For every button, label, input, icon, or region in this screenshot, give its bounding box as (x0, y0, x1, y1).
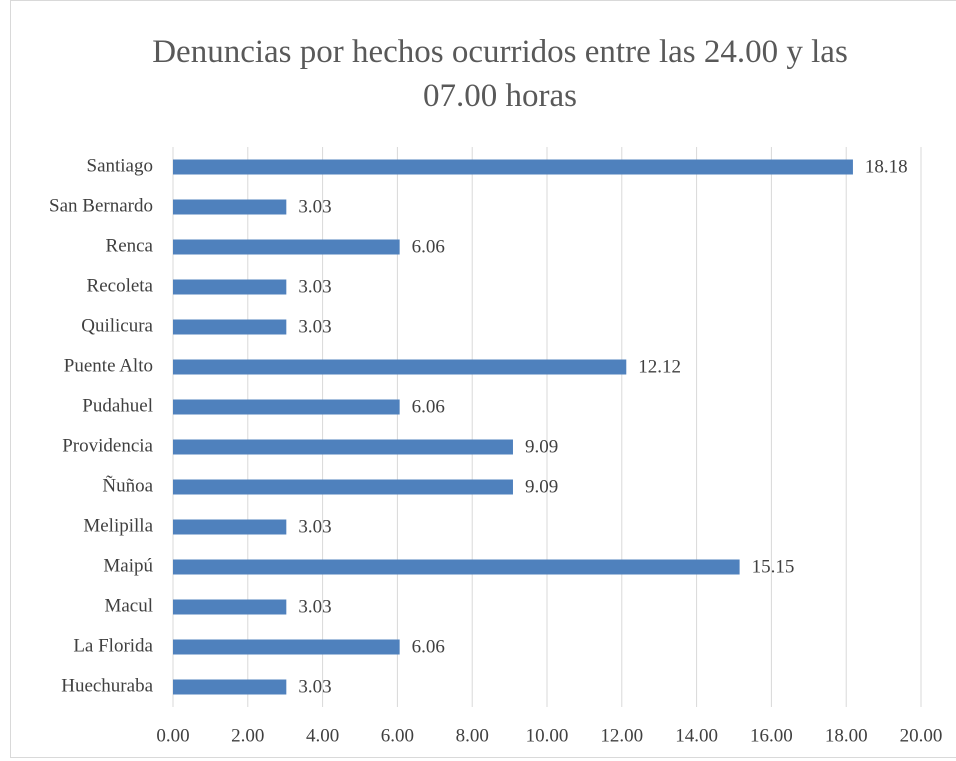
x-tick-label: 14.00 (675, 725, 718, 746)
bar (173, 519, 287, 535)
data-label: 15.15 (752, 556, 795, 577)
x-tick-label: 20.00 (900, 725, 943, 746)
bar (173, 439, 513, 455)
data-label: 3.03 (298, 196, 331, 217)
y-tick-label: Pudahuel (82, 395, 153, 416)
x-tick-label: 4.00 (306, 725, 339, 746)
data-label: 3.03 (298, 676, 331, 697)
data-label: 9.09 (525, 476, 558, 497)
y-tick-label: Macul (104, 595, 153, 616)
data-label: 3.03 (298, 316, 331, 337)
y-tick-label: Maipú (103, 555, 153, 576)
y-tick-label: Recoleta (87, 275, 154, 296)
chart-title: Denuncias por hechos ocurridos entre las… (152, 34, 848, 114)
x-tick-label: 0.00 (156, 725, 189, 746)
x-tick-label: 8.00 (456, 725, 489, 746)
data-label: 9.09 (525, 436, 558, 457)
bar (173, 479, 513, 495)
bar (173, 639, 400, 655)
y-tick-label: Huechuraba (61, 675, 153, 696)
y-tick-label: Providencia (62, 435, 153, 456)
x-tick-label: 6.00 (381, 725, 414, 746)
data-label: 3.03 (298, 276, 331, 297)
data-label: 6.06 (412, 236, 445, 257)
y-tick-label: Melipilla (83, 515, 153, 536)
data-label: 18.18 (865, 156, 908, 177)
data-label: 12.12 (638, 356, 681, 377)
bar (173, 399, 400, 415)
data-label: 6.06 (412, 396, 445, 417)
bar (173, 319, 287, 335)
data-label: 6.06 (412, 636, 445, 657)
chart-border (10, 0, 956, 758)
bar (173, 359, 627, 375)
y-tick-label: La Florida (73, 635, 153, 656)
x-tick-label: 2.00 (231, 725, 264, 746)
bar (173, 239, 400, 255)
y-tick-label: Santiago (87, 155, 154, 176)
bar (173, 679, 287, 695)
bar (173, 159, 853, 175)
x-tick-label: 10.00 (526, 725, 569, 746)
data-label: 3.03 (298, 596, 331, 617)
y-tick-label: Ñuñoa (102, 474, 153, 496)
y-tick-label: Puente Alto (64, 355, 153, 376)
y-tick-label: San Bernardo (49, 195, 153, 216)
bar (173, 199, 287, 215)
y-tick-label: Renca (106, 235, 154, 256)
x-tick-label: 18.00 (825, 725, 868, 746)
x-tick-label: 12.00 (600, 725, 643, 746)
y-tick-label: Quilicura (81, 315, 153, 336)
bar (173, 279, 287, 295)
x-tick-label: 16.00 (750, 725, 793, 746)
bar (173, 599, 287, 615)
bar (173, 559, 740, 575)
data-label: 3.03 (298, 516, 331, 537)
